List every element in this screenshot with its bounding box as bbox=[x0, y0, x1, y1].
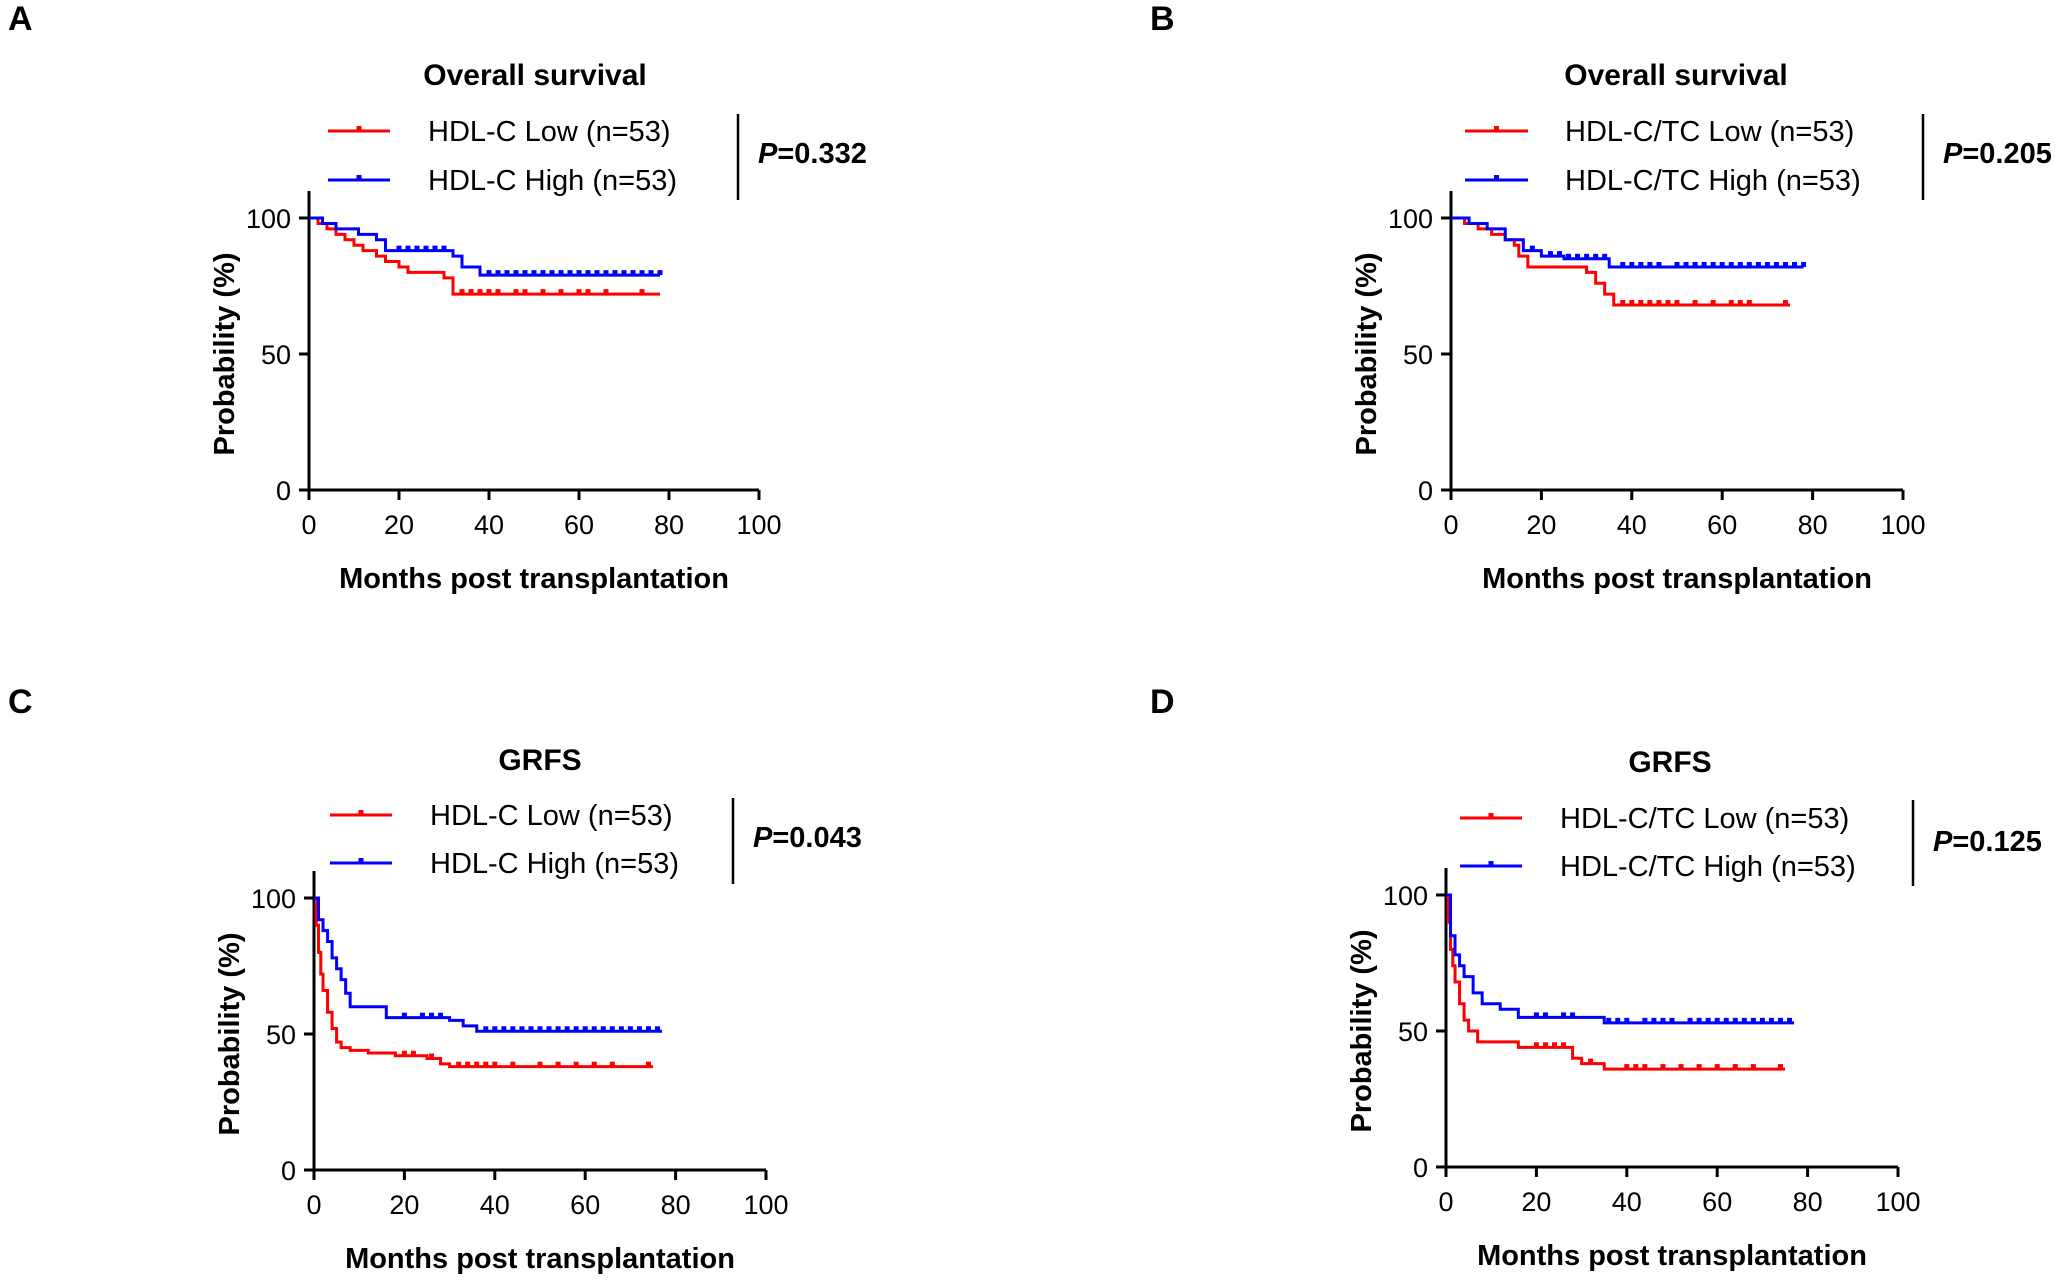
y-tick-label: 50 bbox=[1398, 1017, 1428, 1047]
x-tick-label: 80 bbox=[1798, 510, 1828, 540]
y-axis-title: Probability (%) bbox=[209, 252, 241, 455]
x-axis-title: Months post transplantation bbox=[339, 563, 729, 595]
x-tick-label: 20 bbox=[1526, 510, 1556, 540]
panel-c: C GRFS HDL-C Low (n=53) HDL-C High (n=53) P=… bbox=[8, 683, 862, 1275]
panel-letter: A bbox=[8, 0, 33, 38]
y-tick-label: 0 bbox=[1418, 476, 1433, 506]
chart-title: GRFS bbox=[1628, 746, 1711, 779]
y-tick-label: 50 bbox=[266, 1020, 296, 1050]
x-tick-label: 0 bbox=[1443, 510, 1458, 540]
p-value: P=0.125 bbox=[1933, 826, 2042, 858]
x-tick-label: 80 bbox=[1793, 1187, 1823, 1217]
p-value-number: =0.205 bbox=[1962, 138, 2052, 170]
x-tick-label: 0 bbox=[1438, 1187, 1453, 1217]
x-tick-label: 20 bbox=[384, 510, 414, 540]
y-axis-title: Probability (%) bbox=[214, 932, 246, 1135]
x-tick-label: 40 bbox=[474, 510, 504, 540]
y-tick-label: 50 bbox=[261, 340, 291, 370]
legend-label-high: HDL-C High (n=53) bbox=[428, 165, 677, 197]
legend-label-low: HDL-C/TC Low (n=53) bbox=[1565, 116, 1854, 148]
x-tick-label: 40 bbox=[1612, 1187, 1642, 1217]
survival-curve-low bbox=[1451, 216, 1790, 307]
survival-curve-high bbox=[309, 216, 660, 277]
chart-title: Overall survival bbox=[423, 59, 646, 92]
chart-title: GRFS bbox=[498, 744, 581, 777]
y-tick-label: 50 bbox=[1403, 340, 1433, 370]
p-value-symbol: P bbox=[758, 138, 778, 170]
panel-letter: B bbox=[1150, 0, 1175, 38]
y-tick-label: 100 bbox=[1383, 881, 1428, 911]
legend-label-high: HDL-C High (n=53) bbox=[430, 848, 679, 880]
x-tick-label: 0 bbox=[301, 510, 316, 540]
p-value-symbol: P bbox=[1933, 826, 1953, 858]
p-value-number: =0.043 bbox=[772, 822, 862, 854]
panel-b: B Overall survival HDL-C/TC Low (n=53) HDL-… bbox=[1150, 0, 2052, 595]
survival-curve-high bbox=[314, 896, 663, 1033]
p-value-number: =0.332 bbox=[777, 138, 867, 170]
survival-curve-low bbox=[1446, 893, 1785, 1071]
p-value-symbol: P bbox=[753, 822, 773, 854]
y-tick-label: 100 bbox=[246, 204, 291, 234]
x-tick-label: 60 bbox=[1702, 1187, 1732, 1217]
x-tick-label: 100 bbox=[1880, 510, 1925, 540]
x-tick-label: 100 bbox=[1875, 1187, 1920, 1217]
x-axis-title: Months post transplantation bbox=[1482, 563, 1872, 595]
panel-letter: C bbox=[8, 683, 33, 721]
p-value: P=0.332 bbox=[758, 138, 867, 170]
survival-curve-high bbox=[1446, 893, 1795, 1025]
x-tick-label: 20 bbox=[1521, 1187, 1551, 1217]
y-tick-label: 100 bbox=[251, 884, 296, 914]
x-tick-label: 20 bbox=[389, 1190, 419, 1220]
y-tick-label: 0 bbox=[276, 476, 291, 506]
x-tick-label: 80 bbox=[661, 1190, 691, 1220]
p-value-symbol: P bbox=[1943, 138, 1963, 170]
y-tick-label: 100 bbox=[1388, 204, 1433, 234]
x-tick-label: 60 bbox=[1707, 510, 1737, 540]
legend-label-low: HDL-C Low (n=53) bbox=[430, 800, 673, 832]
y-axis-title: Probability (%) bbox=[1346, 929, 1378, 1132]
y-tick-label: 0 bbox=[1413, 1153, 1428, 1183]
x-axis-title: Months post transplantation bbox=[1477, 1240, 1867, 1272]
legend-label-high: HDL-C/TC High (n=53) bbox=[1565, 165, 1861, 197]
x-tick-label: 40 bbox=[480, 1190, 510, 1220]
x-tick-label: 60 bbox=[570, 1190, 600, 1220]
x-tick-label: 100 bbox=[743, 1190, 788, 1220]
x-tick-label: 60 bbox=[564, 510, 594, 540]
x-tick-label: 40 bbox=[1617, 510, 1647, 540]
legend-label-low: HDL-C/TC Low (n=53) bbox=[1560, 803, 1849, 835]
panel-letter: D bbox=[1150, 683, 1175, 721]
panel-a: A Overall survival HDL-C Low (n=53) HDL-C H… bbox=[8, 0, 867, 595]
y-axis-title: Probability (%) bbox=[1351, 252, 1383, 455]
x-tick-label: 0 bbox=[306, 1190, 321, 1220]
chart-title: Overall survival bbox=[1564, 59, 1787, 92]
legend-label-high: HDL-C/TC High (n=53) bbox=[1560, 851, 1856, 883]
panel-d: D GRFS HDL-C/TC Low (n=53) HDL-C/TC High (n… bbox=[1150, 683, 2042, 1272]
x-tick-label: 100 bbox=[736, 510, 781, 540]
p-value: P=0.043 bbox=[753, 822, 862, 854]
y-tick-label: 0 bbox=[281, 1156, 296, 1186]
p-value: P=0.205 bbox=[1943, 138, 2052, 170]
x-tick-label: 80 bbox=[654, 510, 684, 540]
x-axis-title: Months post transplantation bbox=[345, 1243, 735, 1275]
survival-curve-low bbox=[309, 216, 660, 296]
p-value-number: =0.125 bbox=[1952, 826, 2042, 858]
legend-label-low: HDL-C Low (n=53) bbox=[428, 116, 671, 148]
